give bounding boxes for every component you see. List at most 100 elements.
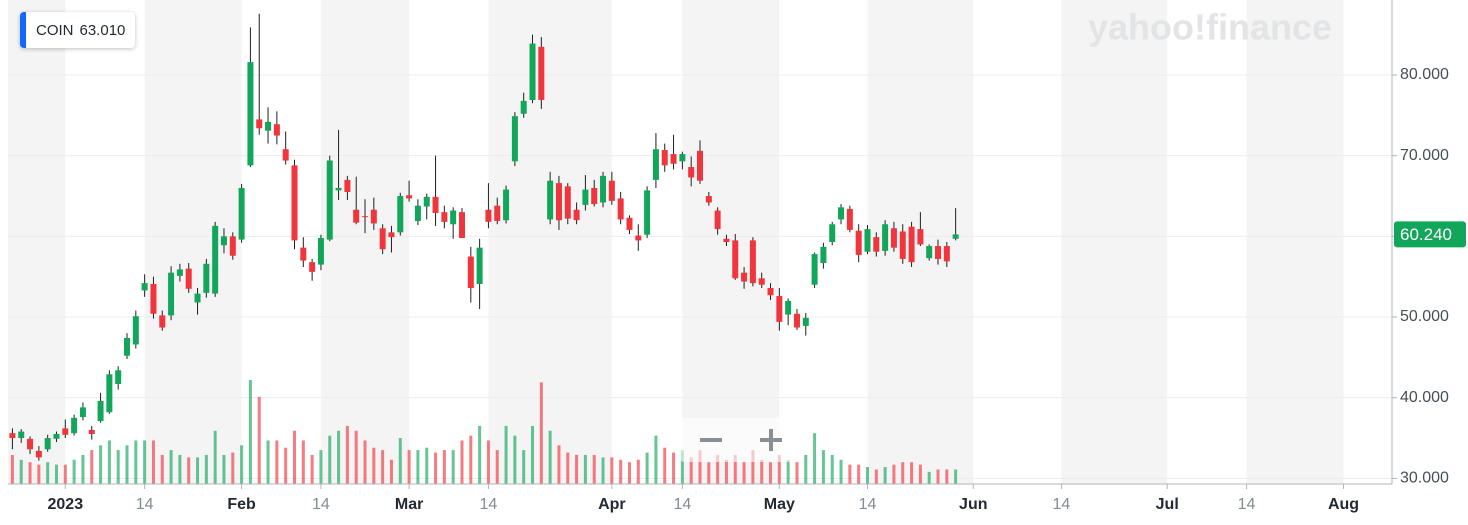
candle-body — [908, 226, 915, 263]
x-tick-label: Mar — [395, 496, 423, 513]
volume-bar — [125, 445, 129, 484]
background-band — [488, 0, 612, 484]
candle-body — [406, 195, 413, 199]
candle-body — [317, 237, 324, 265]
volume-bar — [319, 450, 323, 484]
volume-bar — [760, 459, 764, 484]
candle-body — [494, 205, 501, 222]
candle-body — [564, 186, 571, 219]
x-tick-label: Jul — [1156, 496, 1179, 513]
volume-bar — [954, 469, 958, 484]
volume-bar — [151, 440, 155, 484]
volume-bar — [680, 450, 684, 484]
last-price-tag — [1394, 221, 1466, 248]
volume-bar — [689, 457, 693, 484]
volume-bar — [813, 433, 817, 484]
volume-bar — [275, 440, 279, 484]
volume-bar — [707, 462, 711, 484]
candle-body — [635, 235, 642, 241]
candle-body — [141, 283, 148, 291]
volume-bar — [460, 440, 464, 484]
volume-bar — [672, 452, 676, 484]
volume-bar — [504, 425, 508, 484]
watermark: yahoo!finance — [1088, 7, 1332, 48]
candle-body — [899, 231, 906, 259]
volume-bar — [442, 450, 446, 484]
candle-body — [194, 293, 201, 303]
candle-body — [476, 247, 483, 284]
volume-bar — [407, 450, 411, 484]
volume-bar — [804, 454, 808, 484]
volume-bar — [434, 452, 438, 484]
candle-body — [582, 189, 589, 205]
x-tick-label: 14 — [480, 496, 498, 513]
volume-bar — [495, 450, 499, 484]
volume-bar — [337, 430, 341, 484]
candle-body — [132, 316, 139, 345]
x-tick-label: 14 — [673, 496, 691, 513]
volume-bar — [81, 454, 85, 484]
volume-bar — [566, 452, 570, 484]
candle-body — [547, 180, 554, 220]
volume-bar — [830, 454, 834, 484]
candle-body — [617, 198, 624, 220]
candle-body — [238, 187, 245, 240]
candle-body — [467, 256, 474, 288]
volume-bar — [795, 462, 799, 484]
volume-bar — [945, 469, 949, 484]
candle-body — [793, 313, 800, 328]
volume-bar — [354, 430, 358, 484]
candle-body — [767, 287, 774, 296]
candle-body — [247, 62, 254, 166]
volume-bar — [769, 462, 773, 484]
x-tick-label: Apr — [598, 496, 626, 513]
candle-body — [802, 317, 809, 326]
candle-body — [344, 179, 351, 192]
candle-body — [873, 237, 880, 252]
candle-body — [273, 124, 280, 136]
candle-body — [520, 100, 527, 114]
candle-body — [79, 407, 86, 418]
background-band — [320, 0, 410, 484]
x-tick-label: May — [764, 496, 795, 513]
zoom-icons — [700, 429, 782, 451]
candle-body — [555, 183, 562, 221]
volume-bar — [19, 459, 23, 484]
x-tick-label: 14 — [312, 496, 330, 513]
candle-body — [124, 337, 131, 356]
background-band — [682, 0, 780, 484]
candle-body — [749, 240, 756, 284]
volume-bar — [478, 425, 482, 484]
volume-bar — [751, 450, 755, 484]
candle-body — [370, 209, 377, 224]
x-tick-label: 14 — [859, 496, 877, 513]
volume-bar — [592, 454, 596, 484]
volume-bar — [328, 435, 332, 484]
volume-bar — [363, 440, 367, 484]
candle-body — [282, 149, 289, 161]
volume-bar — [231, 452, 235, 484]
quote-badge: COIN 63.010 — [20, 12, 136, 48]
candle-body — [511, 116, 518, 162]
x-tick-label: 2023 — [48, 496, 84, 513]
volume-bar — [548, 430, 552, 484]
volume-bar — [116, 450, 120, 484]
candle-body — [423, 196, 430, 207]
volume-bar — [381, 450, 385, 484]
background-band — [1246, 0, 1344, 484]
candle-body — [44, 438, 51, 450]
candle-body — [335, 187, 342, 191]
volume-bar — [636, 459, 640, 484]
candle-body — [855, 230, 862, 255]
volume-bar — [72, 459, 76, 484]
volume-bar — [601, 457, 605, 484]
volume-bar — [222, 454, 226, 484]
candle-body — [9, 433, 16, 439]
volume-bar — [169, 450, 173, 484]
volume-bar — [284, 447, 288, 484]
volume-bar — [160, 454, 164, 484]
volume-bar — [936, 469, 940, 484]
candle-body — [106, 374, 113, 413]
candle-body — [88, 429, 95, 434]
candle-body — [18, 431, 25, 439]
